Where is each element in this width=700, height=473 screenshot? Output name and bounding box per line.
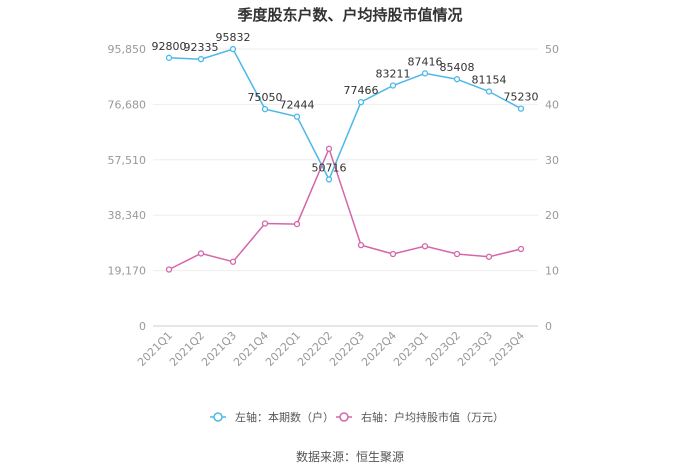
left-tick-label: 57,510 [108, 154, 147, 167]
data-point-holder-count [389, 82, 397, 89]
data-label: 95832 [216, 31, 251, 44]
data-label: 75050 [248, 91, 283, 104]
data-point-avg-holding-value [389, 250, 397, 258]
grid [153, 48, 538, 327]
data-point-avg-holding-value [485, 253, 493, 260]
left-axis: 0 19,170 38,340 57,510 76,680 95,850 [108, 43, 147, 333]
series-line-avg-holding-value [168, 146, 522, 271]
data-point-holder-count [517, 105, 525, 112]
data-label: 77466 [344, 84, 379, 97]
data-point-avg-holding-value [421, 243, 429, 250]
data-label: 72444 [280, 99, 315, 112]
left-tick-label: 38,340 [108, 209, 147, 222]
data-point-holder-count [261, 105, 269, 113]
legend-label: 左轴：本期数（户） [235, 410, 334, 424]
right-tick-label: 50 [545, 43, 559, 56]
data-point-holder-count [165, 54, 173, 61]
data-point-holder-count [325, 176, 333, 183]
legend-marker-icon [339, 412, 349, 422]
chart-title: 季度股东户数、户均持股市值情况 [237, 6, 463, 24]
data-label: 50716 [312, 161, 347, 174]
data-point-avg-holding-value [165, 266, 173, 273]
left-tick-label: 19,170 [108, 265, 147, 278]
data-point-avg-holding-value [517, 245, 525, 253]
data-point-holder-count [453, 76, 461, 83]
right-axis: 0 10 20 30 40 50 [545, 43, 559, 333]
data-label: 92335 [184, 41, 219, 54]
legend-item[interactable]: 左轴：本期数（户） [210, 410, 334, 424]
data-label: 75230 [504, 91, 539, 104]
x-tick-label: 2023Q4 [487, 329, 527, 369]
series-layer [165, 45, 525, 273]
data-point-avg-holding-value [453, 250, 461, 258]
data-point-avg-holding-value [197, 250, 205, 257]
data-label: 87416 [408, 55, 443, 68]
data-point-holder-count [229, 45, 237, 53]
data-label: 92800 [152, 40, 187, 53]
data-point-avg-holding-value [229, 258, 237, 265]
data-label: 85408 [440, 61, 475, 74]
legend-marker-icon [213, 412, 223, 422]
data-point-holder-count [293, 113, 301, 120]
legend[interactable]: 左轴：本期数（户） 右轴：户均持股市值（万元） [210, 410, 504, 424]
right-tick-label: 30 [545, 154, 559, 167]
data-point-avg-holding-value [261, 220, 269, 227]
data-source: 数据来源：恒生聚源 [295, 450, 404, 464]
series-line-holder-count [168, 48, 522, 182]
legend-label: 右轴：户均持股市值（万元） [361, 410, 504, 424]
left-tick-label: 76,680 [108, 98, 147, 111]
right-tick-label: 0 [545, 320, 552, 333]
x-axis: 2021Q12021Q22021Q32021Q42022Q12022Q22022… [135, 329, 527, 369]
data-point-avg-holding-value [293, 220, 301, 228]
left-tick-label: 0 [139, 320, 146, 333]
data-point-holder-count [421, 70, 429, 77]
data-point-holder-count [357, 98, 365, 106]
data-label: 81154 [472, 73, 507, 86]
left-tick-label: 95,850 [108, 43, 147, 56]
data-point-avg-holding-value [357, 241, 365, 249]
data-point-avg-holding-value [325, 145, 333, 152]
data-point-holder-count [197, 56, 205, 63]
data-label: 83211 [376, 68, 411, 81]
legend-item[interactable]: 右轴：户均持股市值（万元） [336, 410, 504, 424]
right-tick-label: 40 [545, 98, 559, 111]
right-tick-label: 10 [545, 265, 559, 278]
right-tick-label: 20 [545, 209, 559, 222]
data-point-holder-count [485, 88, 493, 95]
